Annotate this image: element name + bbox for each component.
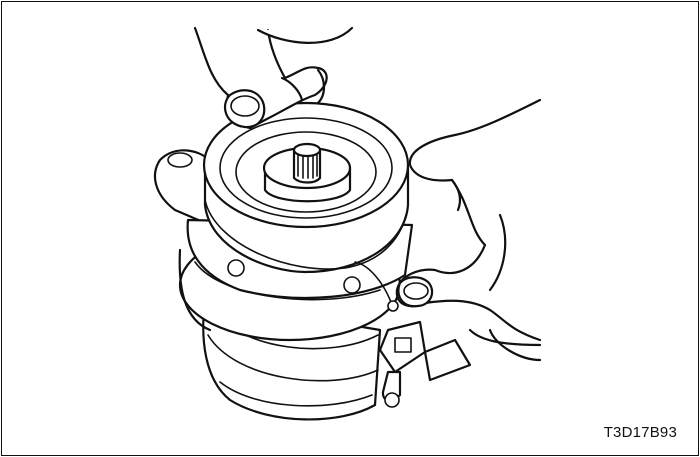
left-hand [193, 26, 354, 130]
hub-and-shaft [262, 142, 352, 203]
bolt-left [227, 259, 245, 277]
clip-ring [354, 261, 399, 312]
figure-code-label: T3D17B93 [603, 424, 677, 441]
electrical-connector [378, 320, 472, 408]
right-hand [395, 98, 542, 362]
bolt-right [343, 276, 361, 294]
